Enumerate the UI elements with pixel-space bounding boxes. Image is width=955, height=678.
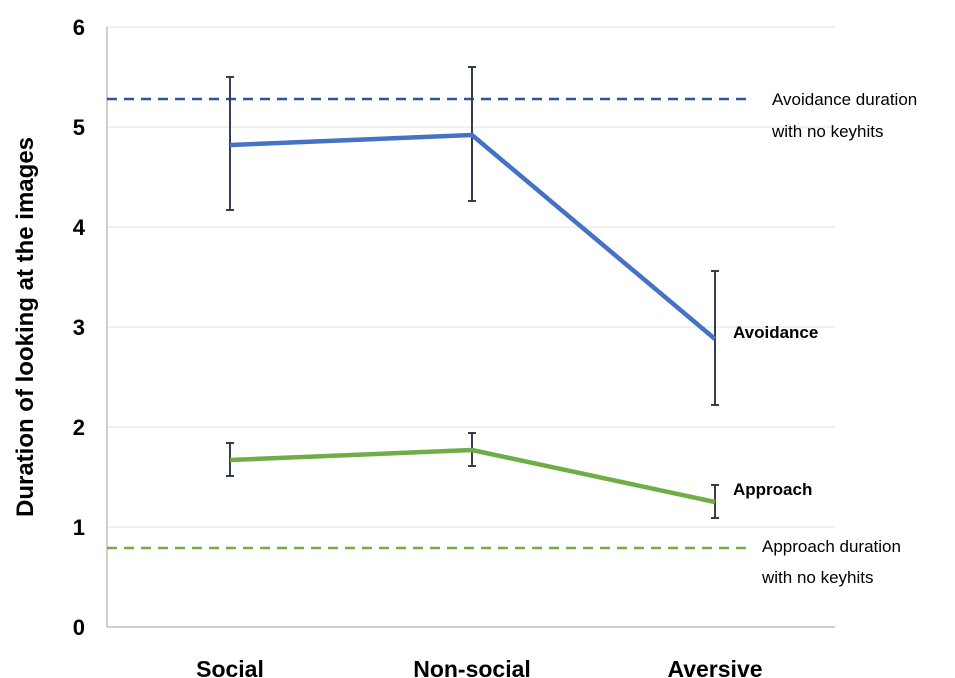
series-label: Avoidance <box>733 323 818 342</box>
series-group: Avoidance Approach <box>226 66 818 519</box>
reference-line-label: with no keyhits <box>761 568 874 587</box>
y-tick-label: 4 <box>73 215 86 240</box>
y-tick-label: 0 <box>73 615 85 640</box>
x-category-label: Non-social <box>413 656 531 678</box>
y-tick-label: 6 <box>73 15 85 40</box>
y-axis-ticks: 0 1 2 3 4 5 6 <box>73 15 86 640</box>
y-tick-label: 2 <box>73 415 85 440</box>
y-axis-label: Duration of looking at the images <box>12 137 39 517</box>
x-category-label: Social <box>196 656 264 678</box>
series-line <box>229 447 716 505</box>
series-label: Approach <box>733 480 812 499</box>
y-tick-label: 1 <box>73 515 85 540</box>
reference-line-label: Approach duration <box>762 537 901 556</box>
x-category-label: Aversive <box>667 656 762 678</box>
reference-line-label: with no keyhits <box>771 122 884 141</box>
y-tick-label: 5 <box>73 115 85 140</box>
series-line <box>229 132 717 341</box>
series-approach: Approach <box>226 432 812 519</box>
reference-lines: Avoidance duration with no keyhits Approac… <box>107 90 917 587</box>
reference-line-label: Avoidance duration <box>772 90 917 109</box>
series-avoidance: Avoidance <box>226 66 818 406</box>
y-tick-label: 3 <box>73 315 85 340</box>
x-axis-categories: Social Non-social Aversive <box>196 656 762 678</box>
